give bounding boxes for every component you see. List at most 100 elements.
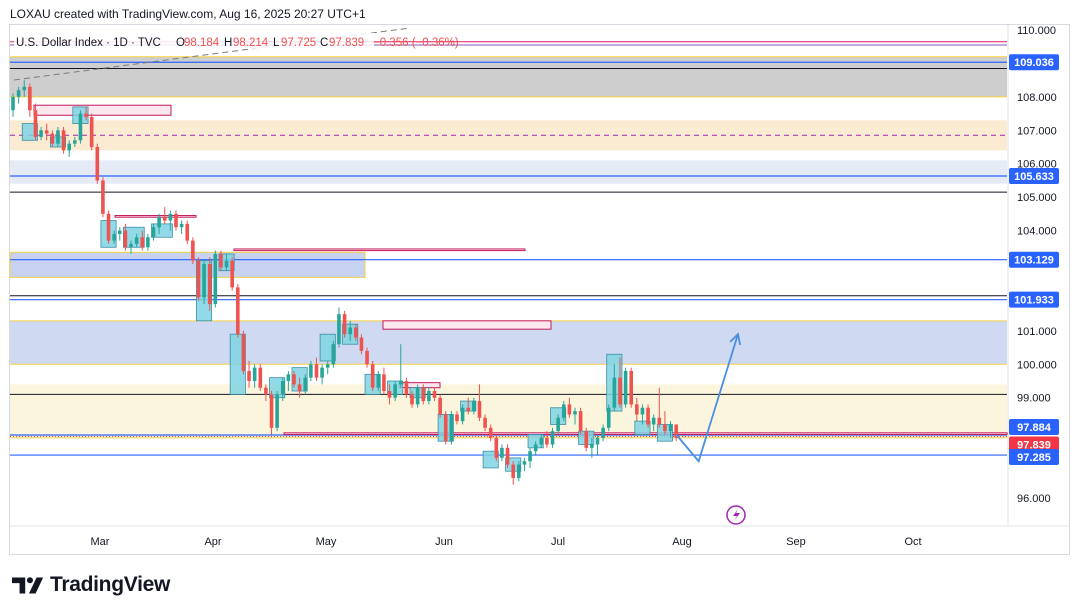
candle-53[interactable] — [309, 360, 313, 381]
price-badge-105-633[interactable]: 105.633 — [1009, 167, 1059, 184]
candle-36[interactable] — [213, 250, 218, 308]
candle-34[interactable] — [202, 260, 206, 305]
candle-15[interactable] — [95, 143, 100, 184]
candle-48[interactable] — [280, 377, 285, 402]
candle-33[interactable] — [196, 257, 201, 301]
candle-108[interactable] — [618, 357, 622, 408]
candle-45[interactable] — [264, 384, 268, 402]
candle-79[interactable] — [455, 411, 459, 425]
candle-101[interactable] — [578, 407, 583, 435]
candle-78[interactable] — [449, 411, 454, 445]
candle-0[interactable] — [11, 93, 15, 117]
candle-10[interactable] — [67, 140, 71, 158]
candle-91[interactable] — [522, 457, 527, 472]
candle-40[interactable] — [236, 284, 240, 338]
candle-72[interactable] — [415, 384, 420, 408]
price-badge-101-933[interactable]: 101.933 — [1009, 291, 1059, 308]
candle-58[interactable] — [337, 307, 341, 348]
candle-57[interactable] — [331, 340, 336, 368]
candle-110[interactable] — [629, 367, 633, 408]
candle-83[interactable] — [477, 384, 482, 422]
candle-71[interactable] — [410, 391, 414, 408]
candle-3[interactable] — [28, 83, 32, 117]
candle-98[interactable] — [561, 401, 566, 422]
candle-86[interactable] — [494, 434, 499, 462]
candle-20[interactable] — [123, 223, 128, 251]
projection-path[interactable] — [675, 333, 739, 464]
candle-6[interactable] — [44, 123, 49, 141]
candle-97[interactable] — [556, 414, 560, 435]
candle-1[interactable] — [16, 86, 21, 104]
candle-82[interactable] — [472, 397, 476, 415]
candle-42[interactable] — [247, 360, 251, 388]
candle-35[interactable] — [207, 257, 212, 311]
candle-13[interactable] — [84, 106, 88, 121]
candle-69[interactable] — [398, 344, 403, 388]
candle-28[interactable] — [168, 210, 173, 231]
candle-14[interactable] — [89, 113, 94, 151]
candle-52[interactable] — [303, 374, 308, 395]
candle-85[interactable] — [488, 424, 493, 442]
candle-11[interactable] — [73, 136, 77, 147]
candle-113[interactable] — [646, 404, 650, 428]
candle-80[interactable] — [460, 404, 465, 425]
candle-66[interactable] — [382, 367, 386, 395]
candle-63[interactable] — [365, 347, 369, 368]
candle-23[interactable] — [140, 230, 145, 251]
candle-77[interactable] — [443, 411, 448, 445]
candle-76[interactable] — [438, 394, 442, 418]
candle-90[interactable] — [517, 461, 521, 482]
candle-9[interactable] — [61, 126, 66, 154]
candle-84[interactable] — [483, 414, 487, 432]
candle-22[interactable] — [134, 233, 139, 248]
candle-39[interactable] — [230, 257, 234, 291]
tradingview-brand[interactable]: TradingView — [12, 572, 170, 598]
candle-4[interactable] — [33, 103, 38, 141]
candle-105[interactable] — [601, 424, 605, 442]
candle-43[interactable] — [252, 364, 257, 388]
candle-56[interactable] — [325, 360, 330, 375]
candle-17[interactable] — [106, 210, 111, 244]
candle-112[interactable] — [640, 404, 645, 425]
candle-50[interactable] — [292, 370, 296, 388]
candle-68[interactable] — [393, 381, 397, 402]
candle-95[interactable] — [545, 431, 549, 448]
candle-81[interactable] — [466, 397, 471, 415]
price-badge-103-129[interactable]: 103.129 — [1009, 251, 1059, 268]
candle-46[interactable] — [269, 391, 274, 435]
price-badge-109-036[interactable]: 109.036 — [1009, 54, 1059, 71]
candle-38[interactable] — [224, 253, 229, 271]
candle-31[interactable] — [185, 220, 190, 244]
price-badge-97-839[interactable]: 97.839 — [1009, 436, 1059, 453]
candle-99[interactable] — [567, 397, 572, 418]
candle-29[interactable] — [174, 210, 178, 231]
candle-54[interactable] — [314, 357, 319, 381]
candle-21[interactable] — [129, 240, 133, 254]
candle-103[interactable] — [590, 437, 594, 458]
candle-26[interactable] — [157, 213, 161, 234]
candle-37[interactable] — [219, 250, 223, 271]
candle-65[interactable] — [376, 370, 381, 392]
candle-87[interactable] — [500, 444, 504, 462]
candle-116[interactable] — [663, 411, 667, 435]
event-marker[interactable] — [726, 505, 746, 525]
candle-100[interactable] — [573, 407, 577, 425]
candle-18[interactable] — [112, 230, 116, 244]
candle-12[interactable] — [78, 110, 83, 144]
candle-30[interactable] — [179, 220, 184, 234]
candle-41[interactable] — [241, 330, 246, 375]
candle-93[interactable] — [533, 441, 538, 455]
candle-106[interactable] — [606, 404, 611, 432]
candle-32[interactable] — [191, 237, 195, 264]
candle-24[interactable] — [146, 233, 150, 251]
candle-74[interactable] — [427, 387, 431, 405]
candle-67[interactable] — [387, 384, 392, 405]
candle-111[interactable] — [635, 397, 639, 422]
candle-89[interactable] — [511, 461, 515, 485]
chart-panel[interactable] — [9, 24, 1070, 555]
candle-49[interactable] — [286, 370, 291, 392]
candle-75[interactable] — [432, 387, 437, 402]
candle-2[interactable] — [22, 80, 27, 97]
candle-96[interactable] — [550, 427, 555, 448]
